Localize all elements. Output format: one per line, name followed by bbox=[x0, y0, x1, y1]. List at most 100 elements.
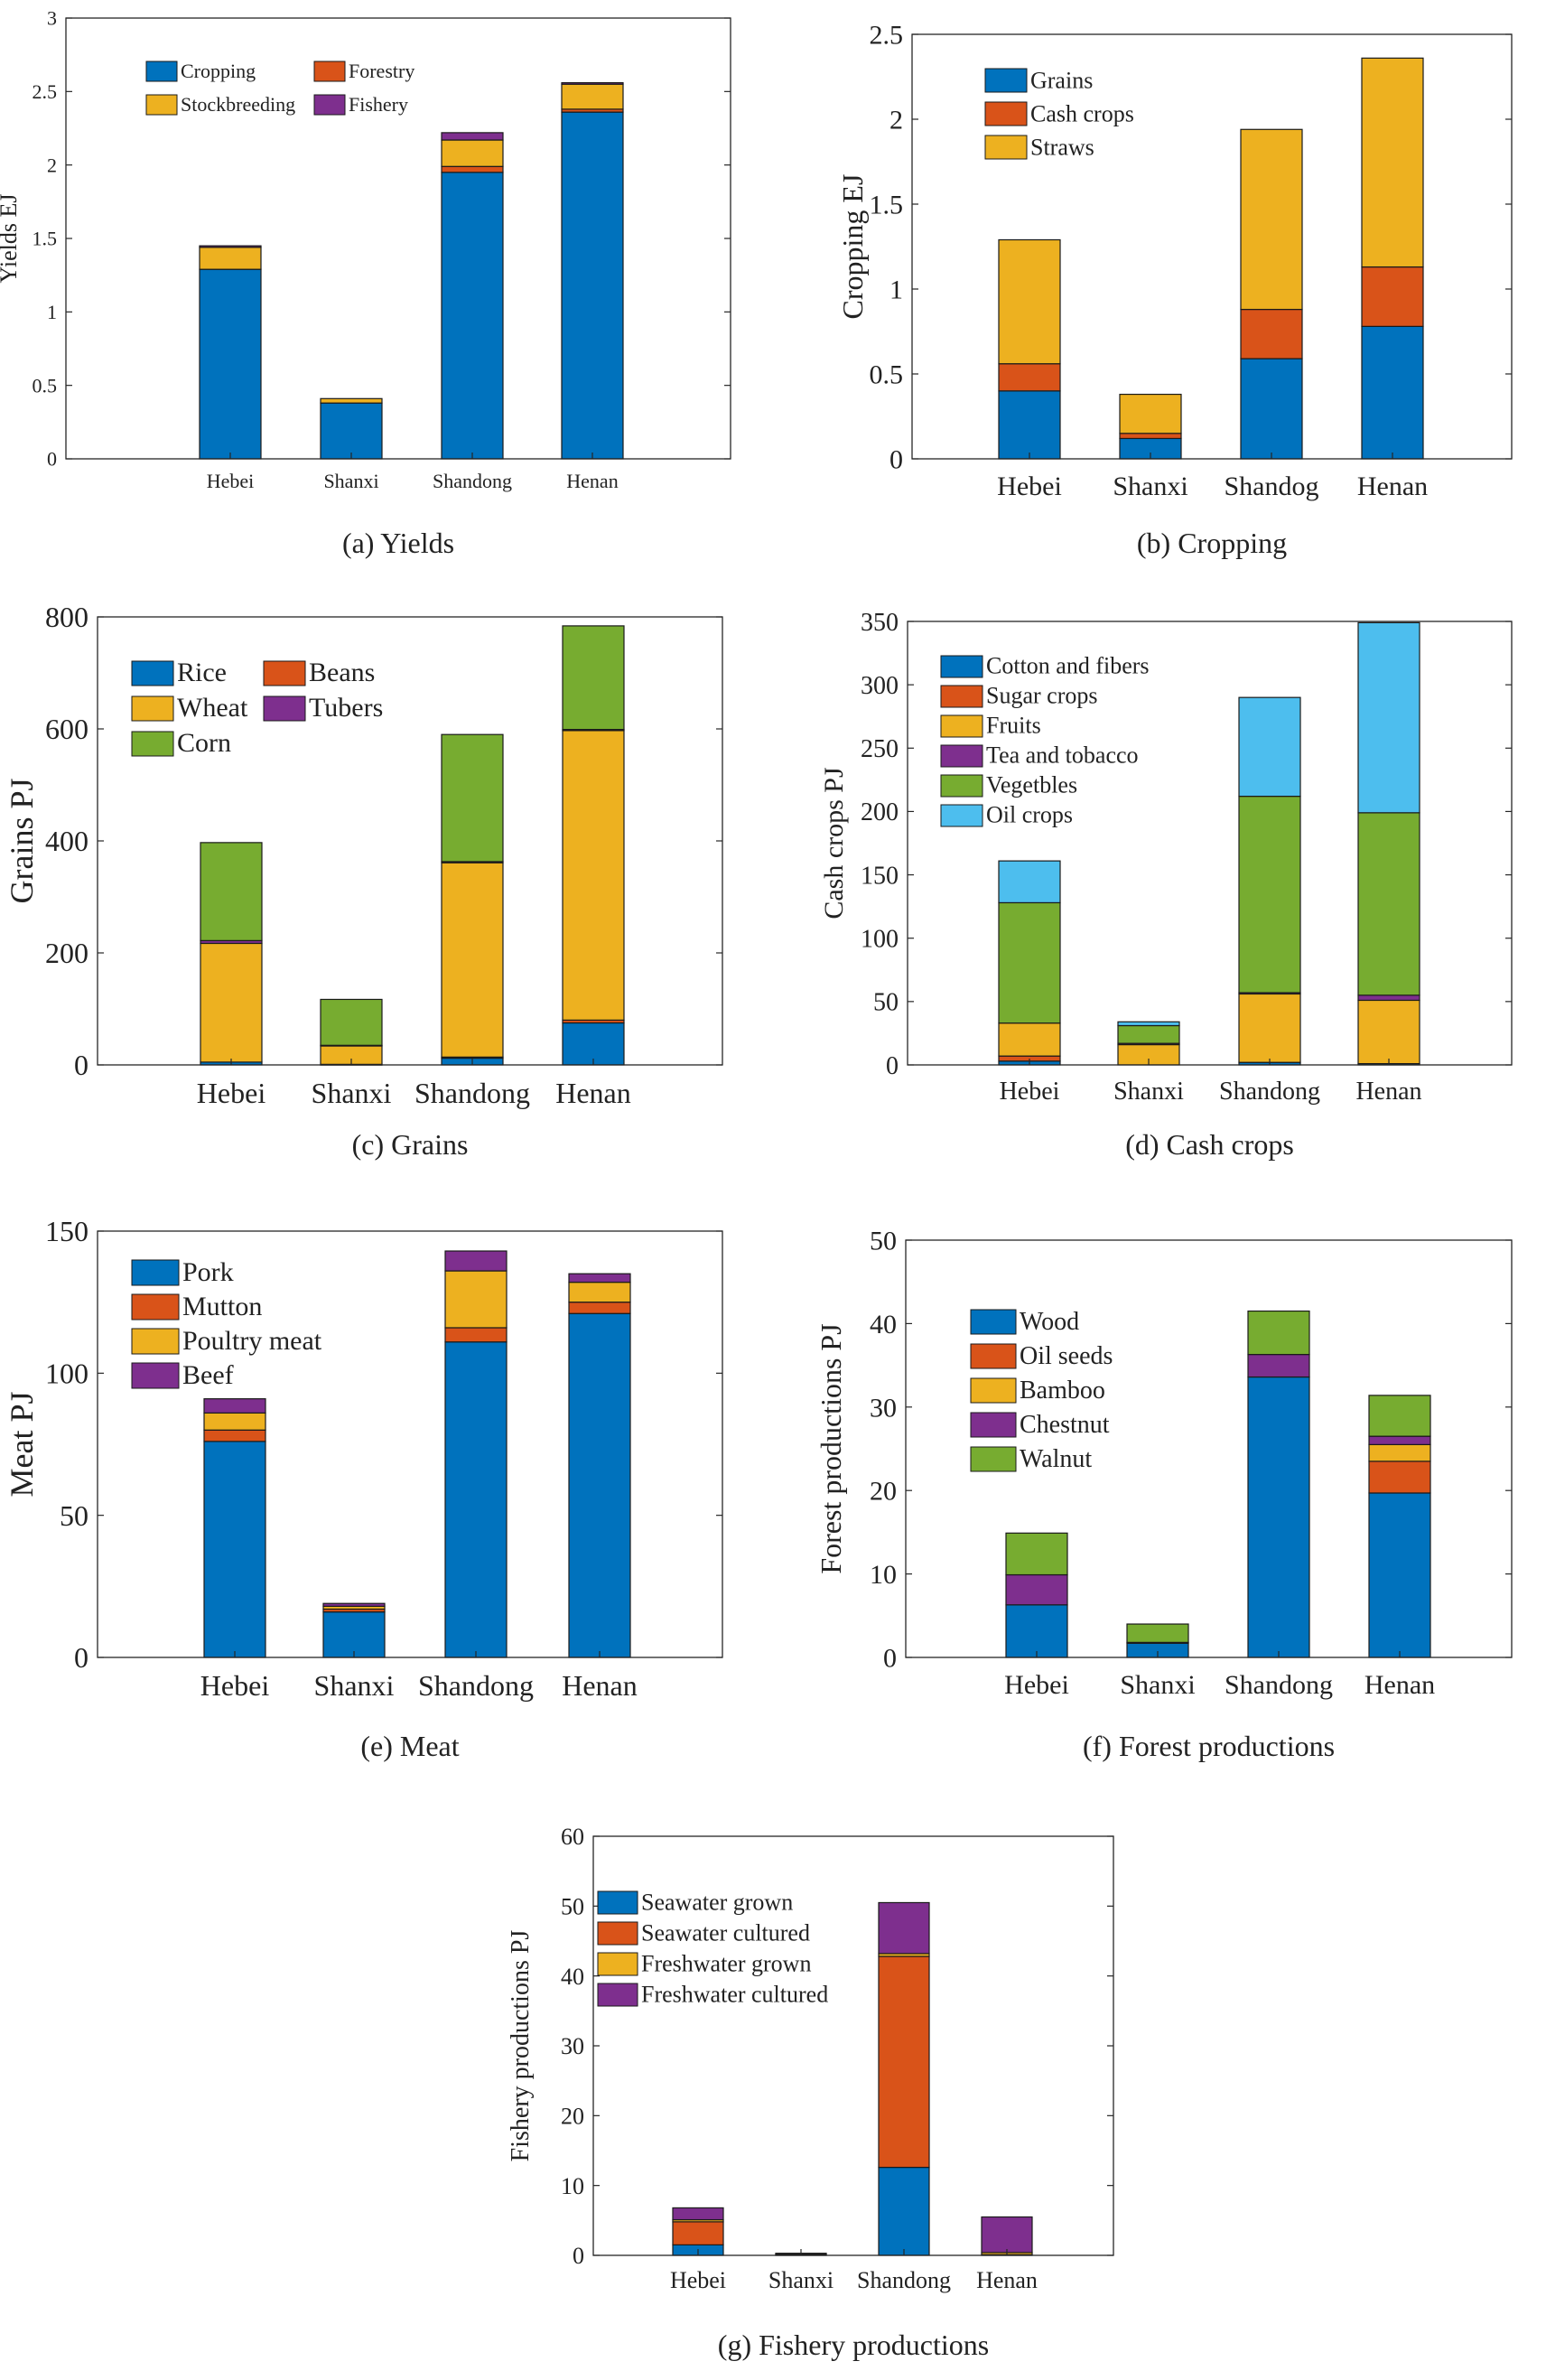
legend-label-wheat: Wheat bbox=[177, 693, 248, 723]
bar-shanxi-oil-crops bbox=[1117, 1021, 1180, 1027]
legend-label-fruits: Fruits bbox=[986, 713, 1041, 739]
bar-shandong-vegetbles bbox=[1238, 795, 1301, 994]
legend-swatch-bamboo bbox=[970, 1377, 1017, 1404]
chart-caption: (f) Forest productions bbox=[1083, 1730, 1335, 1762]
chart-caption: (e) Meat bbox=[360, 1730, 459, 1762]
legend-swatch-rice bbox=[131, 660, 174, 686]
x-tick-label-hebei: Hebei bbox=[1000, 1078, 1060, 1106]
y-tick-label: 30 bbox=[561, 2033, 584, 2059]
bar-henan-corn bbox=[562, 625, 625, 731]
bar-hebei-mutton bbox=[203, 1429, 266, 1442]
legend-label-tubers: Tubers bbox=[309, 693, 383, 723]
y-tick-label: 250 bbox=[861, 735, 899, 763]
x-tick-label-hebei: Hebei bbox=[200, 1669, 270, 1702]
legend-label-stockbreeding: Stockbreeding bbox=[181, 93, 295, 116]
bar-henan-bamboo bbox=[1368, 1443, 1431, 1462]
chart-caption: (b) Cropping bbox=[1137, 527, 1287, 559]
bar-shanxi-walnut bbox=[1126, 1623, 1189, 1643]
x-tick-label-henan: Henan bbox=[555, 1077, 631, 1109]
legend-swatch-oil-crops bbox=[940, 804, 983, 827]
legend-label-wood: Wood bbox=[1020, 1308, 1079, 1336]
y-axis-label: Fishery productions PJ bbox=[507, 1930, 535, 2162]
bar-henan-grains bbox=[1361, 325, 1424, 460]
bar-hebei-walnut bbox=[1005, 1532, 1068, 1576]
bar-shandong-stockbreeding bbox=[441, 139, 504, 167]
bar-henan-freshwater-cultured bbox=[981, 2216, 1033, 2254]
y-tick-label: 0 bbox=[883, 1644, 897, 1674]
legend-swatch-walnut bbox=[970, 1446, 1017, 1472]
y-axis-label: Cropping EJ bbox=[836, 174, 869, 320]
legend-swatch-sugar-crops bbox=[940, 685, 983, 708]
chart-caption: (d) Cash crops bbox=[1125, 1128, 1294, 1161]
x-tick-label-shanxi: Shanxi bbox=[1120, 1670, 1195, 1700]
y-tick-label: 0 bbox=[889, 445, 903, 475]
y-tick-label: 100 bbox=[45, 1358, 88, 1390]
x-tick-label-shanxi: Shanxi bbox=[768, 2267, 834, 2293]
legend-swatch-seawater-grown bbox=[597, 1890, 638, 1915]
bar-shandong-oil-crops bbox=[1238, 696, 1301, 798]
legend-label-poultry-meat: Poultry meat bbox=[182, 1326, 322, 1356]
bar-hebei-wheat bbox=[200, 942, 263, 1063]
bar-shandong-freshwater-cultured bbox=[878, 1901, 930, 1955]
bar-henan-cropping bbox=[561, 111, 624, 460]
y-tick-label: 0 bbox=[47, 448, 57, 471]
bar-shanxi-beef bbox=[322, 1602, 386, 1607]
legend-swatch-beans bbox=[263, 660, 306, 686]
bar-henan-wood bbox=[1368, 1492, 1431, 1658]
y-tick-label: 0.5 bbox=[870, 360, 904, 390]
bar-hebei-straws bbox=[998, 238, 1061, 365]
x-tick-label-hebei: Hebei bbox=[1004, 1670, 1069, 1700]
bar-henan-beef bbox=[568, 1273, 631, 1283]
legend-label-oil-seeds: Oil seeds bbox=[1020, 1342, 1113, 1370]
chart-caption: (c) Grains bbox=[352, 1128, 469, 1161]
x-tick-label-hebei: Hebei bbox=[670, 2267, 726, 2293]
y-tick-label: 800 bbox=[45, 601, 88, 633]
y-axis-label: Grains PJ bbox=[4, 778, 40, 903]
y-tick-label: 3 bbox=[47, 7, 57, 30]
y-tick-label: 0.5 bbox=[33, 374, 58, 397]
y-axis-label: Cash crops PJ bbox=[819, 767, 849, 919]
legend-label-mutton: Mutton bbox=[182, 1292, 262, 1321]
x-tick-label-shandong: Shandong bbox=[418, 1669, 534, 1702]
chart-panel-e: 0 50 100 150 Hebei Shanxi Shandong Henan Meat PJ… bbox=[4, 1215, 723, 1762]
y-tick-label: 0 bbox=[74, 1049, 88, 1081]
y-axis-label: Yields EJ bbox=[0, 194, 22, 284]
x-tick-label-shanxi: Shanxi bbox=[312, 1077, 392, 1109]
bar-hebei-fruits bbox=[998, 1022, 1061, 1057]
bar-shandong-walnut bbox=[1247, 1310, 1310, 1356]
x-tick-label-shanxi: Shanxi bbox=[323, 470, 378, 492]
y-axis-label: Meat PJ bbox=[4, 1392, 40, 1498]
y-tick-label: 20 bbox=[870, 1477, 897, 1507]
chart-caption: (a) Yields bbox=[342, 527, 454, 559]
bar-shanxi-vegetbles bbox=[1117, 1024, 1180, 1044]
y-tick-label: 10 bbox=[561, 2173, 584, 2199]
y-tick-label: 50 bbox=[60, 1499, 88, 1532]
y-tick-label: 50 bbox=[870, 1227, 897, 1256]
chart-caption: (g) Fishery productions bbox=[718, 2329, 989, 2361]
bar-hebei-oil-crops bbox=[998, 860, 1061, 904]
legend-label-beef: Beef bbox=[182, 1360, 234, 1390]
plot-frame bbox=[97, 1230, 723, 1658]
x-tick-label-shanxi: Shanxi bbox=[1113, 471, 1187, 501]
bar-hebei-grains bbox=[998, 390, 1061, 460]
x-tick-label-hebei: Hebei bbox=[207, 470, 255, 492]
bar-henan-cash-crops bbox=[1361, 266, 1424, 327]
legend-swatch-tubers bbox=[263, 695, 306, 722]
bar-shandong-cropping bbox=[441, 172, 504, 460]
legend-label-walnut: Walnut bbox=[1020, 1445, 1092, 1473]
legend-label-cropping: Cropping bbox=[181, 60, 256, 82]
x-tick-label-hebei: Hebei bbox=[997, 471, 1062, 501]
bar-shandong-seawater-cultured bbox=[878, 1955, 930, 2169]
legend-swatch-chestnut bbox=[970, 1412, 1017, 1438]
legend-label-oil-crops: Oil crops bbox=[986, 802, 1073, 828]
bar-henan-mutton bbox=[568, 1302, 631, 1314]
bar-henan-wheat bbox=[562, 730, 625, 1021]
bar-shandong-fishery bbox=[441, 132, 504, 141]
bar-hebei-stockbreeding bbox=[199, 247, 262, 270]
bar-henan-chestnut bbox=[1368, 1435, 1431, 1445]
chart-panel-g: 0 10 20 30 40 50 60 Hebei Shanxi Shandong Henan Fis… bbox=[507, 1824, 1114, 2361]
bar-shandong-forestry bbox=[441, 165, 504, 173]
legend-label-tea-and-tobacco: Tea and tobacco bbox=[986, 742, 1139, 769]
y-tick-label: 0 bbox=[74, 1641, 88, 1674]
